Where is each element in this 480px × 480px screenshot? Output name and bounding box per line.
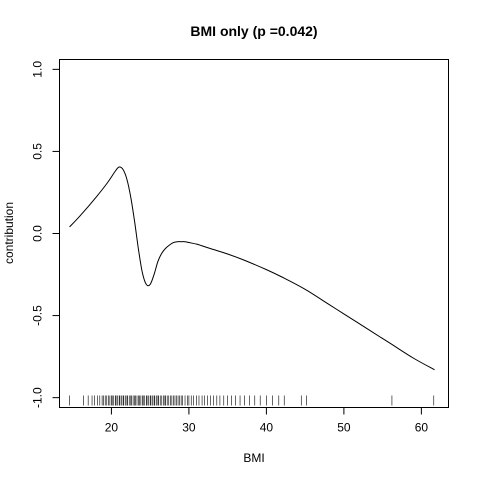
y-axis: 1.0 0.5 0.0 -0.5 -1.0: [31, 61, 60, 408]
y-tick-label: 0.5: [31, 143, 45, 160]
plot-frame: [59, 59, 449, 408]
x-axis-label: BMI: [243, 451, 264, 465]
x-tick-label: 60: [415, 421, 429, 435]
y-axis-label: contribution: [2, 202, 16, 264]
x-axis: 20 30 40 50 60: [105, 407, 429, 435]
x-tick-label: 40: [260, 421, 274, 435]
y-tick-label: 1.0: [31, 61, 45, 78]
rug-marks: [69, 395, 435, 406]
x-tick-label: 50: [337, 421, 351, 435]
x-tick-label: 30: [182, 421, 196, 435]
series-line-contribution: [69, 166, 435, 371]
y-tick-label: -1.0: [31, 387, 45, 408]
y-tick-label: -0.5: [31, 305, 45, 326]
y-tick-label: 0.0: [31, 225, 45, 242]
x-tick-label: 20: [105, 421, 119, 435]
chart-title: BMI only (p =0.042): [190, 23, 317, 39]
